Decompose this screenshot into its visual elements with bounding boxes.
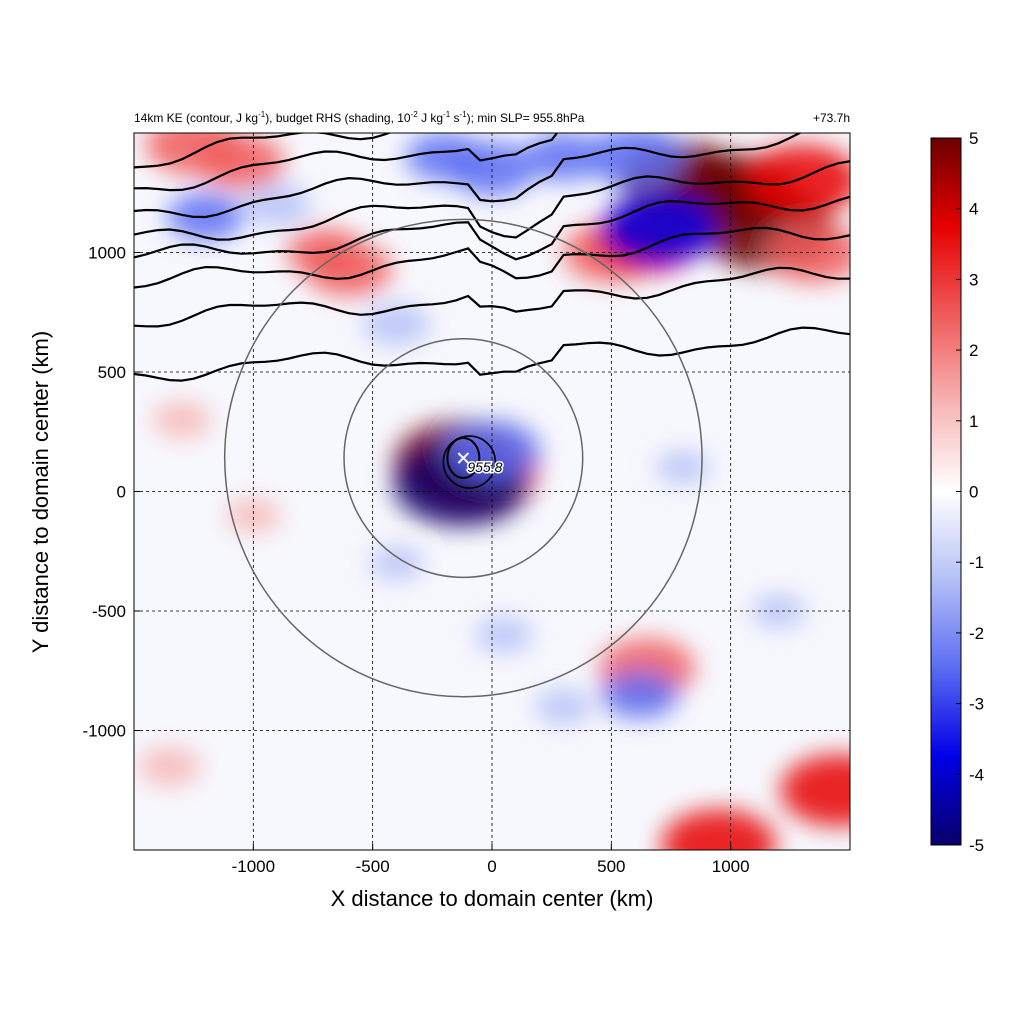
grid-layer — [134, 133, 850, 850]
shading-patch — [601, 192, 717, 265]
shading-patch — [744, 144, 850, 217]
plot-area: 955.8 — [134, 133, 850, 850]
colorbar-ticks: 5 4 3 2 1 0 -1 -2 -3 -4 -5 — [956, 129, 984, 855]
colorbar-tick-label: -3 — [969, 695, 984, 714]
ke-contour-core — [446, 437, 481, 480]
radius-circle — [343, 337, 584, 579]
colorbar-tick-label: -1 — [969, 553, 984, 572]
x-tick-label: -1000 — [232, 857, 275, 876]
storm-center-marker — [457, 452, 470, 464]
y-ticks: -1000 -500 0 500 1000 — [83, 244, 140, 741]
x-tick-label: 500 — [597, 857, 625, 876]
chart-title: 14km KE (contour, J kg-1), budget RHS (s… — [134, 110, 585, 125]
shading-patch — [656, 450, 710, 485]
shading-patch — [780, 754, 850, 827]
shading-patch — [305, 242, 392, 297]
storm-min-slp-label: 955.8 — [467, 459, 502, 475]
shading-patch — [152, 401, 211, 438]
storm-center-layer: 955.8 — [457, 452, 504, 477]
colorbar-tick-label: -4 — [969, 765, 984, 784]
y-tick-label: 1000 — [88, 244, 126, 263]
x-axis-title: X distance to domain center (km) — [331, 886, 654, 911]
x-tick-label: 0 — [487, 857, 496, 876]
y-tick-label: 0 — [117, 483, 126, 502]
colorbar-tick-label: -5 — [969, 836, 984, 855]
x-ticks: -1000 -500 0 500 1000 — [232, 844, 750, 876]
colorbar-tick-label: 2 — [969, 341, 978, 360]
colorbar-tick-label: 5 — [969, 129, 978, 148]
radius-circles — [223, 218, 703, 698]
shading-patch — [139, 747, 201, 786]
colorbar-tick-label: 4 — [969, 200, 978, 219]
y-tick-label: 500 — [98, 363, 126, 382]
y-axis-title: Y distance to domain center (km) — [28, 331, 53, 653]
shading-patch — [525, 133, 602, 181]
shading-patch — [362, 303, 431, 346]
x-tick-label: 1000 — [712, 857, 750, 876]
shading-patch — [475, 616, 533, 653]
time-label: +73.7h — [813, 111, 850, 125]
shading-patch — [369, 546, 424, 580]
ke-contour — [134, 133, 392, 169]
colorbar-tick-label: 0 — [969, 483, 978, 502]
shading-patch — [226, 498, 281, 533]
shading-patch — [534, 688, 593, 725]
ke-contour-core — [442, 435, 497, 489]
shading-patch — [601, 670, 679, 719]
shading-patch — [661, 809, 777, 850]
radius-circle — [223, 218, 703, 698]
y-tick-label: -1000 — [83, 722, 126, 741]
colorbar-tick-label: -2 — [969, 624, 984, 643]
y-tick-label: -500 — [92, 602, 126, 621]
colorbar-tick-label: 1 — [969, 412, 978, 431]
colorbar-tick-label: 3 — [969, 270, 978, 289]
x-tick-label: -500 — [356, 857, 390, 876]
